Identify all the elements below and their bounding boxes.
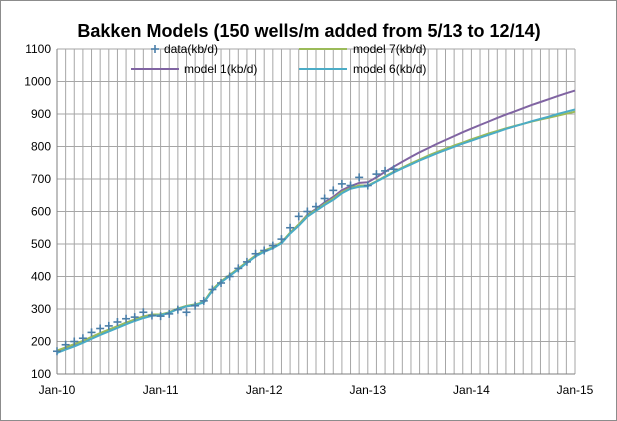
data-point — [277, 235, 286, 244]
x-tick-label: Jan-14 — [453, 383, 490, 397]
data-point — [139, 308, 148, 317]
data-point — [363, 181, 372, 190]
legend-label: model 6(kb/d) — [353, 62, 426, 76]
series-line-model-6-kb-d- — [56, 108, 576, 354]
data-point — [122, 314, 131, 323]
data-point — [372, 170, 381, 179]
x-tick-label: Jan-12 — [246, 383, 283, 397]
data-point — [234, 264, 243, 273]
data-point — [87, 328, 96, 337]
x-tick-label: Jan-13 — [349, 383, 386, 397]
x-tick-label: Jan-10 — [39, 383, 76, 397]
data-point — [389, 165, 398, 174]
data-point — [260, 246, 269, 255]
y-tick-label: 600 — [31, 205, 51, 219]
data-point — [286, 223, 295, 232]
data-point — [130, 313, 139, 322]
legend-entry: model 7(kb/d) — [299, 42, 426, 56]
data-point — [70, 337, 79, 346]
data-point — [113, 318, 122, 326]
y-tick-label: 400 — [31, 270, 51, 284]
y-tick-label: 1000 — [24, 75, 51, 89]
y-tick-label: 200 — [31, 335, 51, 349]
data-point — [191, 301, 200, 310]
legend-entry: model 1(kb/d) — [131, 62, 257, 76]
data-point — [251, 249, 260, 258]
series-layer — [53, 89, 576, 356]
data-point — [104, 321, 113, 330]
x-tick-label: Jan-11 — [143, 383, 179, 397]
data-point — [182, 308, 191, 317]
data-point — [355, 173, 364, 182]
data-point — [199, 296, 208, 305]
y-tick-label: 100 — [31, 367, 51, 381]
y-tick-label: 300 — [31, 302, 51, 316]
data-point — [208, 285, 217, 294]
y-tick-label: 700 — [31, 172, 51, 186]
legend-label: data(kb/d) — [164, 42, 218, 56]
data-point — [381, 166, 390, 175]
data-point — [294, 212, 303, 221]
data-point — [242, 257, 251, 266]
data-point — [346, 181, 355, 190]
data-point — [165, 309, 174, 318]
legend-label: model 7(kb/d) — [353, 42, 426, 56]
legend-entry: data(kb/d) — [151, 42, 218, 56]
data-point — [303, 207, 312, 216]
legend-label: model 1(kb/d) — [184, 62, 257, 76]
chart-title: Bakken Models (150 wells/m added from 5/… — [77, 21, 540, 41]
data-point — [53, 347, 61, 356]
data-point — [61, 340, 70, 349]
data-point — [96, 324, 105, 333]
tick-labels: 100 200 300 400 500 600 700 800 900 1000 1100 Jan-1… — [24, 42, 593, 397]
data-point — [173, 305, 182, 314]
data-point — [268, 241, 277, 250]
axes — [56, 49, 575, 375]
data-point — [337, 179, 346, 188]
data-point — [78, 334, 87, 343]
data-point — [312, 202, 320, 211]
legend-entry: model 6(kb/d) — [299, 62, 426, 76]
data-point — [329, 186, 338, 195]
x-tick-label: Jan-15 — [557, 383, 594, 397]
y-tick-label: 800 — [31, 140, 51, 154]
legend: data(kb/d) model 7(kb/d) model 1(kb/d) mode… — [131, 42, 426, 76]
data-point — [217, 279, 226, 287]
data-point — [156, 312, 165, 321]
data-point — [320, 194, 329, 203]
data-point — [225, 272, 234, 281]
y-tick-label: 1100 — [25, 42, 51, 56]
y-tick-label: 900 — [31, 107, 51, 121]
data-point — [147, 311, 156, 320]
y-tick-label: 500 — [31, 237, 51, 251]
